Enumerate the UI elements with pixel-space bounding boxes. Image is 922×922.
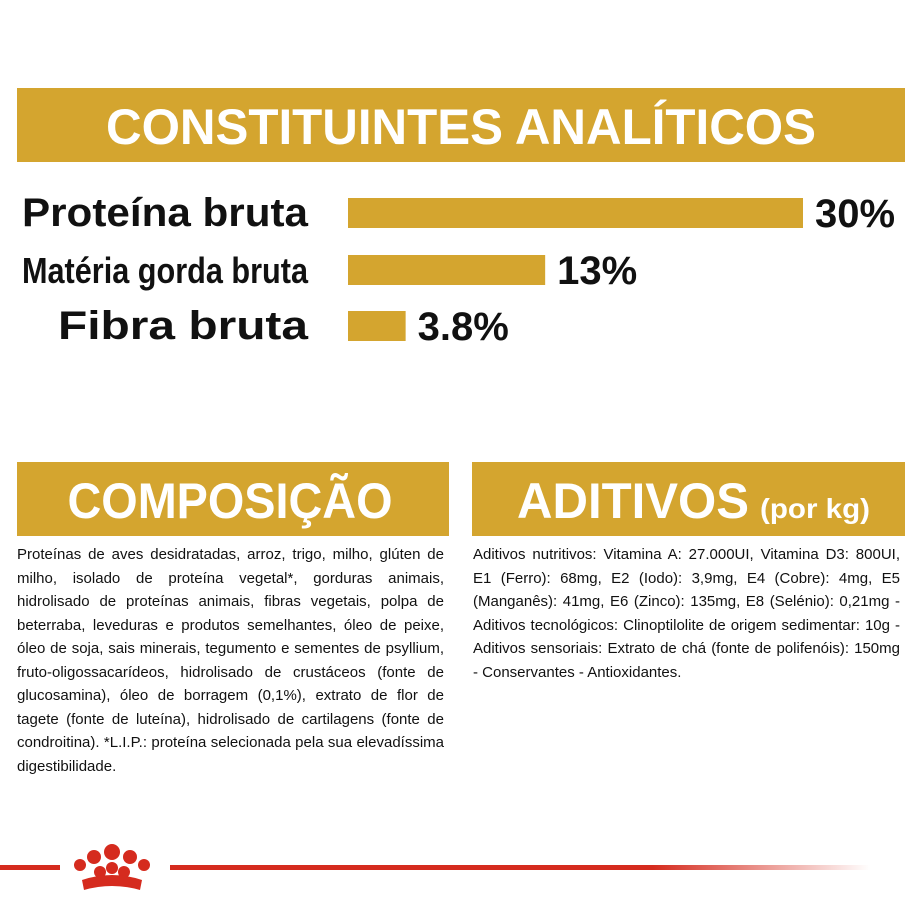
category-label: Fibra bruta <box>58 304 309 348</box>
logo <box>60 838 170 898</box>
value-label: 30% <box>815 192 895 236</box>
value-label: 13% <box>557 249 637 293</box>
bar <box>348 255 546 285</box>
composition-text: Proteínas de aves desidratadas, arroz, t… <box>17 546 444 775</box>
bar <box>348 311 406 341</box>
category-label: Proteína bruta <box>22 191 309 235</box>
bar <box>348 198 803 228</box>
composition-banner <box>17 462 449 536</box>
additives-suffix: (por kg) <box>760 493 870 524</box>
composition-title: COMPOSIÇÃO <box>68 473 393 529</box>
title: CONSTITUINTES ANALÍTICOS <box>106 99 816 155</box>
additives-title: ADITIVOS <box>517 473 749 529</box>
category-label: Matéria gorda bruta <box>22 250 309 291</box>
additives-banner <box>472 462 905 536</box>
title-banner <box>17 88 905 162</box>
footer-line <box>0 865 870 870</box>
value-label: 3.8% <box>418 305 509 349</box>
additives-text: Aditivos nutritivos: Vitamina A: 27.000U… <box>473 546 900 681</box>
